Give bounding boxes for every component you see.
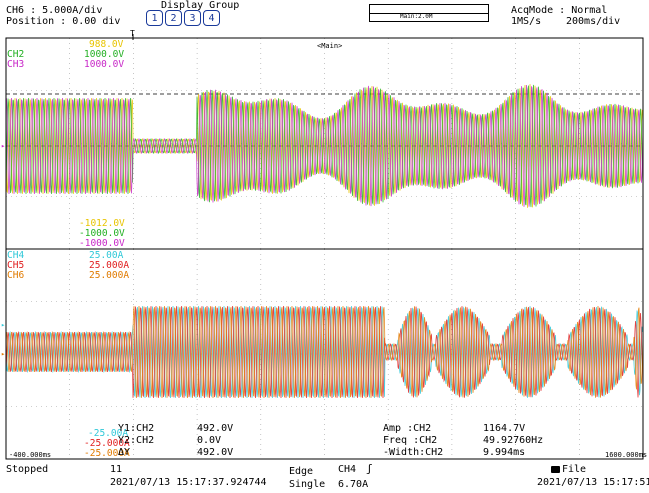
ch6-bottom-scale: -25.000A (84, 448, 130, 459)
trigger-mode: Single (289, 479, 326, 490)
ch3-waveform (5, 84, 644, 207)
trigger-timestamp: 2021/07/13 15:17:37.924744 (110, 477, 267, 488)
time-axis-start: -400.000ms (9, 451, 52, 459)
ch3-bottom-scale: -1000.0V (79, 238, 125, 249)
zoom-label: Main:2.0M (400, 13, 433, 20)
waveform-group-current (5, 305, 644, 399)
system-clock: 2021/07/13 15:17:51 (537, 477, 649, 488)
ch5-top-scale: 25.000A (89, 260, 130, 271)
display-group-3-button[interactable]: 3 (184, 10, 201, 26)
ch5-waveform (5, 305, 644, 399)
ch6-name: CH6 (7, 270, 25, 281)
ch6-top-scale: 25.000A (89, 270, 130, 281)
ch2-name: CH2 (7, 49, 25, 60)
channel-name: CH6 (6, 5, 25, 16)
ch1-bottom-scale: -1012.0V (79, 218, 125, 229)
acquisition-count: 11 (110, 464, 123, 475)
waveform-group-voltage (5, 84, 644, 208)
acq-mode: AcqMode : Normal (511, 5, 608, 16)
zoom-position-bar[interactable]: Main:2.0M (369, 4, 489, 22)
ch6-waveform (5, 305, 644, 399)
measure-width-label: -Width:CH2 (383, 447, 444, 458)
display-group-2-button[interactable]: 2 (165, 10, 182, 26)
ch3-name: CH3 (7, 59, 25, 70)
measure-amp-value: 1164.7V (483, 423, 526, 434)
trigger-type: Edge (289, 466, 314, 477)
display-group-4-button[interactable]: 4 (203, 10, 220, 26)
upper-ground-marker: ▸ (1, 142, 6, 150)
save-target-label: File (562, 464, 587, 475)
zoom-position-track (370, 5, 488, 14)
cursor-y2-label: Y2:CH2 (118, 435, 155, 446)
ch4-bottom-scale: -25.00A (88, 428, 129, 439)
cursor-y2-value: 0.0V (197, 435, 222, 446)
trigger-slope-icon: ʃ (366, 462, 373, 475)
ch2-top-scale: 1000.0V (84, 49, 125, 60)
display-group-1-button[interactable]: 1 (146, 10, 163, 26)
trigger-source: CH4 (338, 464, 357, 475)
cursor-dy-label: ΔY (118, 447, 131, 458)
measure-freq-value: 49.92760Hz (483, 435, 544, 446)
channel-label: CH6 : 5.000A/div (6, 5, 102, 16)
ch5-name: CH5 (7, 260, 25, 271)
cursor-y1-value: 492.0V (197, 423, 234, 434)
ch2-waveform (5, 84, 644, 208)
time-per-div: 200ms/div (566, 16, 621, 27)
channel-scale: : 5.000A/div (30, 5, 103, 16)
printer-icon (551, 466, 560, 473)
sample-rate: 1MS/s (511, 16, 542, 27)
ch1-top-scale: 988.0V (89, 39, 124, 50)
run-state: Stopped (6, 464, 49, 475)
lower-ground-marker-a: ▸ (1, 321, 6, 329)
trigger-marker: T (130, 29, 135, 38)
measure-width-value: 9.994ms (483, 447, 526, 458)
ch5-bottom-scale: -25.000A (84, 438, 130, 449)
cursor-y1-label: Y1:CH2 (118, 423, 155, 434)
ch4-top-scale: 25.00A (89, 250, 124, 261)
lower-ground-marker-b: ▸ (1, 350, 6, 358)
display-group-label: Display Group (161, 0, 240, 11)
position-readout: Position : 0.00 div (6, 16, 121, 27)
cursor-dy-value: 492.0V (197, 447, 234, 458)
measure-amp-label: Amp :CH2 (383, 423, 432, 434)
ch4-name: CH4 (7, 250, 25, 261)
ch3-top-scale: 1000.0V (84, 59, 125, 70)
measure-freq-label: Freq :CH2 (383, 435, 438, 446)
window-label: <Main> (317, 42, 343, 50)
save-target[interactable]: File (551, 464, 586, 475)
time-axis-end: 1600.000ms (605, 451, 648, 459)
ch2-bottom-scale: -1000.0V (79, 228, 125, 239)
trigger-level: 6.70A (338, 479, 369, 490)
